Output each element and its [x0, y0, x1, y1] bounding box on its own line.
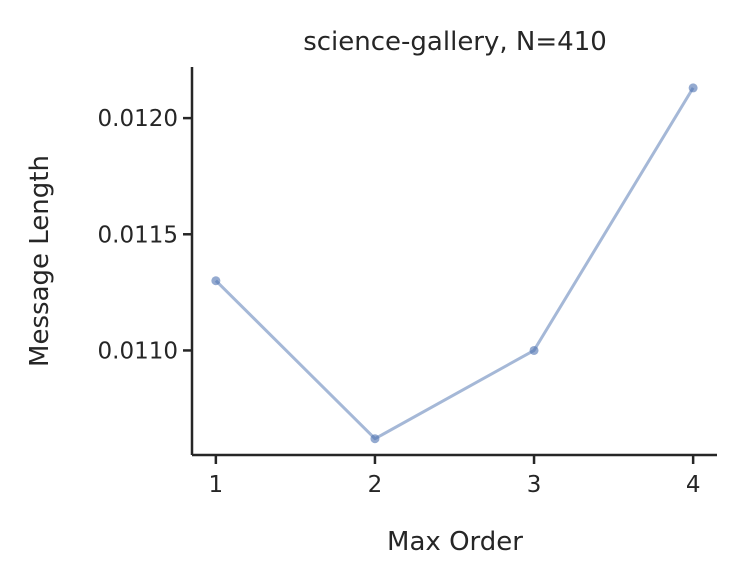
- x-axis-ticks: 1 2 3 4: [209, 455, 701, 498]
- chart-title: science-gallery, N=410: [303, 27, 607, 57]
- y-tick-label: 0.0120: [98, 106, 178, 132]
- x-tick-label: 1: [209, 472, 224, 498]
- data-point: [529, 345, 539, 355]
- data-point: [211, 276, 221, 286]
- data-point: [688, 83, 698, 93]
- data-point: [370, 434, 380, 444]
- series-group: [211, 83, 698, 444]
- series-line: [214, 87, 695, 441]
- y-axis-ticks: 0.0110 0.0115 0.0120: [98, 106, 192, 364]
- x-tick-label: 2: [368, 472, 383, 498]
- x-tick-label: 3: [527, 472, 542, 498]
- y-tick-label: 0.0110: [98, 338, 178, 364]
- x-tick-label: 4: [686, 472, 701, 498]
- y-axis-label: Message Length: [25, 155, 55, 367]
- x-axis-label: Max Order: [387, 527, 523, 557]
- y-tick-label: 0.0115: [98, 222, 178, 248]
